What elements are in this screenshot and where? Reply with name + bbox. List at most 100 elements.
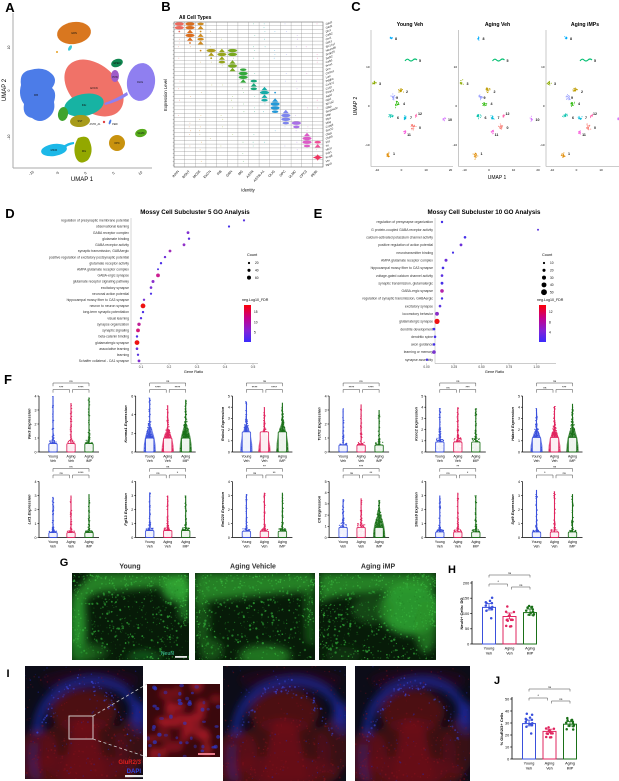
svg-text:8: 8 xyxy=(483,37,485,41)
svg-text:Neurod6: Neurod6 xyxy=(325,45,337,53)
svg-text:*: * xyxy=(177,471,179,475)
svg-text:0: 0 xyxy=(228,536,230,540)
svg-text:*: * xyxy=(544,471,546,475)
svg-text:0: 0 xyxy=(467,642,469,646)
svg-text:Aging: Aging xyxy=(568,455,577,459)
svg-text:0.75: 0.75 xyxy=(506,365,512,369)
svg-text:1: 1 xyxy=(35,522,37,526)
svg-text:Htr2c: Htr2c xyxy=(325,146,333,152)
svg-text:12: 12 xyxy=(506,112,510,116)
svg-text:0: 0 xyxy=(507,757,509,761)
svg-text:Gfap: Gfap xyxy=(325,104,332,110)
svg-text:Aging: Aging xyxy=(278,455,287,459)
svg-text:ns: ns xyxy=(447,386,451,390)
svg-text:12: 12 xyxy=(418,112,422,116)
svg-text:2: 2 xyxy=(518,428,520,432)
svg-text:**: ** xyxy=(456,465,459,469)
svg-text:iMP: iMP xyxy=(569,545,576,549)
svg-text:ns: ns xyxy=(253,471,257,475)
svg-text:Pdgfra: Pdgfra xyxy=(325,77,335,84)
svg-text:UMAP 1: UMAP 1 xyxy=(71,177,94,183)
svg-text:Young: Young xyxy=(532,455,542,459)
svg-text:Young: Young xyxy=(48,455,58,459)
svg-text:1.00: 1.00 xyxy=(533,365,539,369)
svg-text:Grik1: Grik1 xyxy=(325,39,333,45)
svg-text:Aging Vehicle: Aging Vehicle xyxy=(230,564,276,571)
svg-text:Gad1: Gad1 xyxy=(325,20,333,26)
svg-text:3: 3 xyxy=(518,494,520,498)
svg-text:6: 6 xyxy=(131,394,133,398)
svg-text:ASTR_A1: ASTR_A1 xyxy=(89,123,101,126)
svg-text:Aging: Aging xyxy=(453,540,462,544)
svg-text:MG: MG xyxy=(82,149,86,153)
svg-text:Prox1: Prox1 xyxy=(325,62,334,68)
svg-text:Aging: Aging xyxy=(260,540,269,544)
svg-text:5: 5 xyxy=(325,480,327,484)
svg-text:12: 12 xyxy=(549,310,553,314)
svg-text:NeuN+ Cells: DG: NeuN+ Cells: DG xyxy=(459,598,464,630)
svg-text:G: G xyxy=(60,557,69,569)
svg-text:3: 3 xyxy=(421,417,423,421)
svg-text:Aging: Aging xyxy=(67,540,76,544)
svg-text:Mossy Cell Subcluster 10 GO An: Mossy Cell Subcluster 10 GO Analysis xyxy=(428,209,541,216)
svg-text:ns: ns xyxy=(60,471,64,475)
svg-text:% GluR2/3+ Cells: % GluR2/3+ Cells xyxy=(499,712,504,746)
svg-text:GABA receptor complex: GABA receptor complex xyxy=(93,231,129,235)
svg-text:Cit Expression: Cit Expression xyxy=(317,495,322,523)
svg-text:Lum: Lum xyxy=(325,74,332,80)
svg-text:****: **** xyxy=(78,386,84,390)
svg-text:4: 4 xyxy=(578,102,580,106)
svg-text:0.00: 0.00 xyxy=(423,365,429,369)
svg-text:Aging: Aging xyxy=(565,762,575,766)
svg-text:****: **** xyxy=(368,386,374,390)
svg-text:5: 5 xyxy=(421,394,423,398)
svg-text:1: 1 xyxy=(421,522,423,526)
svg-text:10: 10 xyxy=(254,320,258,324)
svg-text:0.1: 0.1 xyxy=(139,365,144,369)
svg-text:4: 4 xyxy=(518,406,520,410)
svg-text:Veh: Veh xyxy=(506,652,513,656)
svg-text:40: 40 xyxy=(550,283,554,287)
svg-text:-5: -5 xyxy=(55,171,60,176)
svg-text:-10: -10 xyxy=(28,170,34,176)
svg-text:J: J xyxy=(494,675,500,687)
svg-text:5: 5 xyxy=(507,59,509,63)
svg-text:5: 5 xyxy=(228,394,230,398)
svg-text:0: 0 xyxy=(507,126,509,130)
svg-text:1: 1 xyxy=(421,439,423,443)
svg-text:Veh: Veh xyxy=(147,459,153,463)
svg-text:2: 2 xyxy=(35,422,37,426)
svg-text:OPC: OPC xyxy=(114,141,120,145)
svg-text:ns: ns xyxy=(508,571,512,575)
svg-text:GluR2/3: GluR2/3 xyxy=(118,760,141,766)
svg-text:Veh: Veh xyxy=(551,459,557,463)
svg-text:Dcn: Dcn xyxy=(325,66,331,72)
svg-text:0: 0 xyxy=(455,104,457,108)
svg-text:ns: ns xyxy=(166,465,170,469)
svg-text:****: **** xyxy=(155,386,161,390)
svg-text:Aging: Aging xyxy=(545,762,555,766)
svg-text:0: 0 xyxy=(131,536,133,540)
svg-text:Young: Young xyxy=(338,455,348,459)
svg-text:ns: ns xyxy=(519,583,523,587)
svg-text:glutamate receptor activity: glutamate receptor activity xyxy=(89,261,129,265)
svg-text:glutamatergic synapse: glutamatergic synapse xyxy=(399,320,433,324)
svg-text:Aging: Aging xyxy=(550,540,559,544)
svg-text:9: 9 xyxy=(484,96,486,100)
svg-text:20: 20 xyxy=(550,269,554,273)
svg-text:ASTR: ASTR xyxy=(246,169,255,179)
svg-text:0: 0 xyxy=(518,450,520,454)
svg-text:0.5: 0.5 xyxy=(251,365,256,369)
svg-text:3: 3 xyxy=(228,417,230,421)
svg-text:DAPI: DAPI xyxy=(127,769,142,775)
svg-text:Mossy Cell Subcluster 5 GO Ana: Mossy Cell Subcluster 5 GO Analysis xyxy=(140,209,250,216)
svg-text:Kcnc2 Expression: Kcnc2 Expression xyxy=(413,407,418,441)
svg-text:neuronal action potential: neuronal action potential xyxy=(92,292,129,296)
svg-text:PVN: PVN xyxy=(112,75,117,79)
svg-text:Satb2: Satb2 xyxy=(325,54,334,60)
svg-text:SST: SST xyxy=(77,119,82,123)
svg-text:Veh: Veh xyxy=(546,767,553,771)
svg-text:All Cell Types: All Cell Types xyxy=(179,15,212,21)
svg-text:10: 10 xyxy=(512,168,516,172)
svg-text:3: 3 xyxy=(379,82,381,86)
